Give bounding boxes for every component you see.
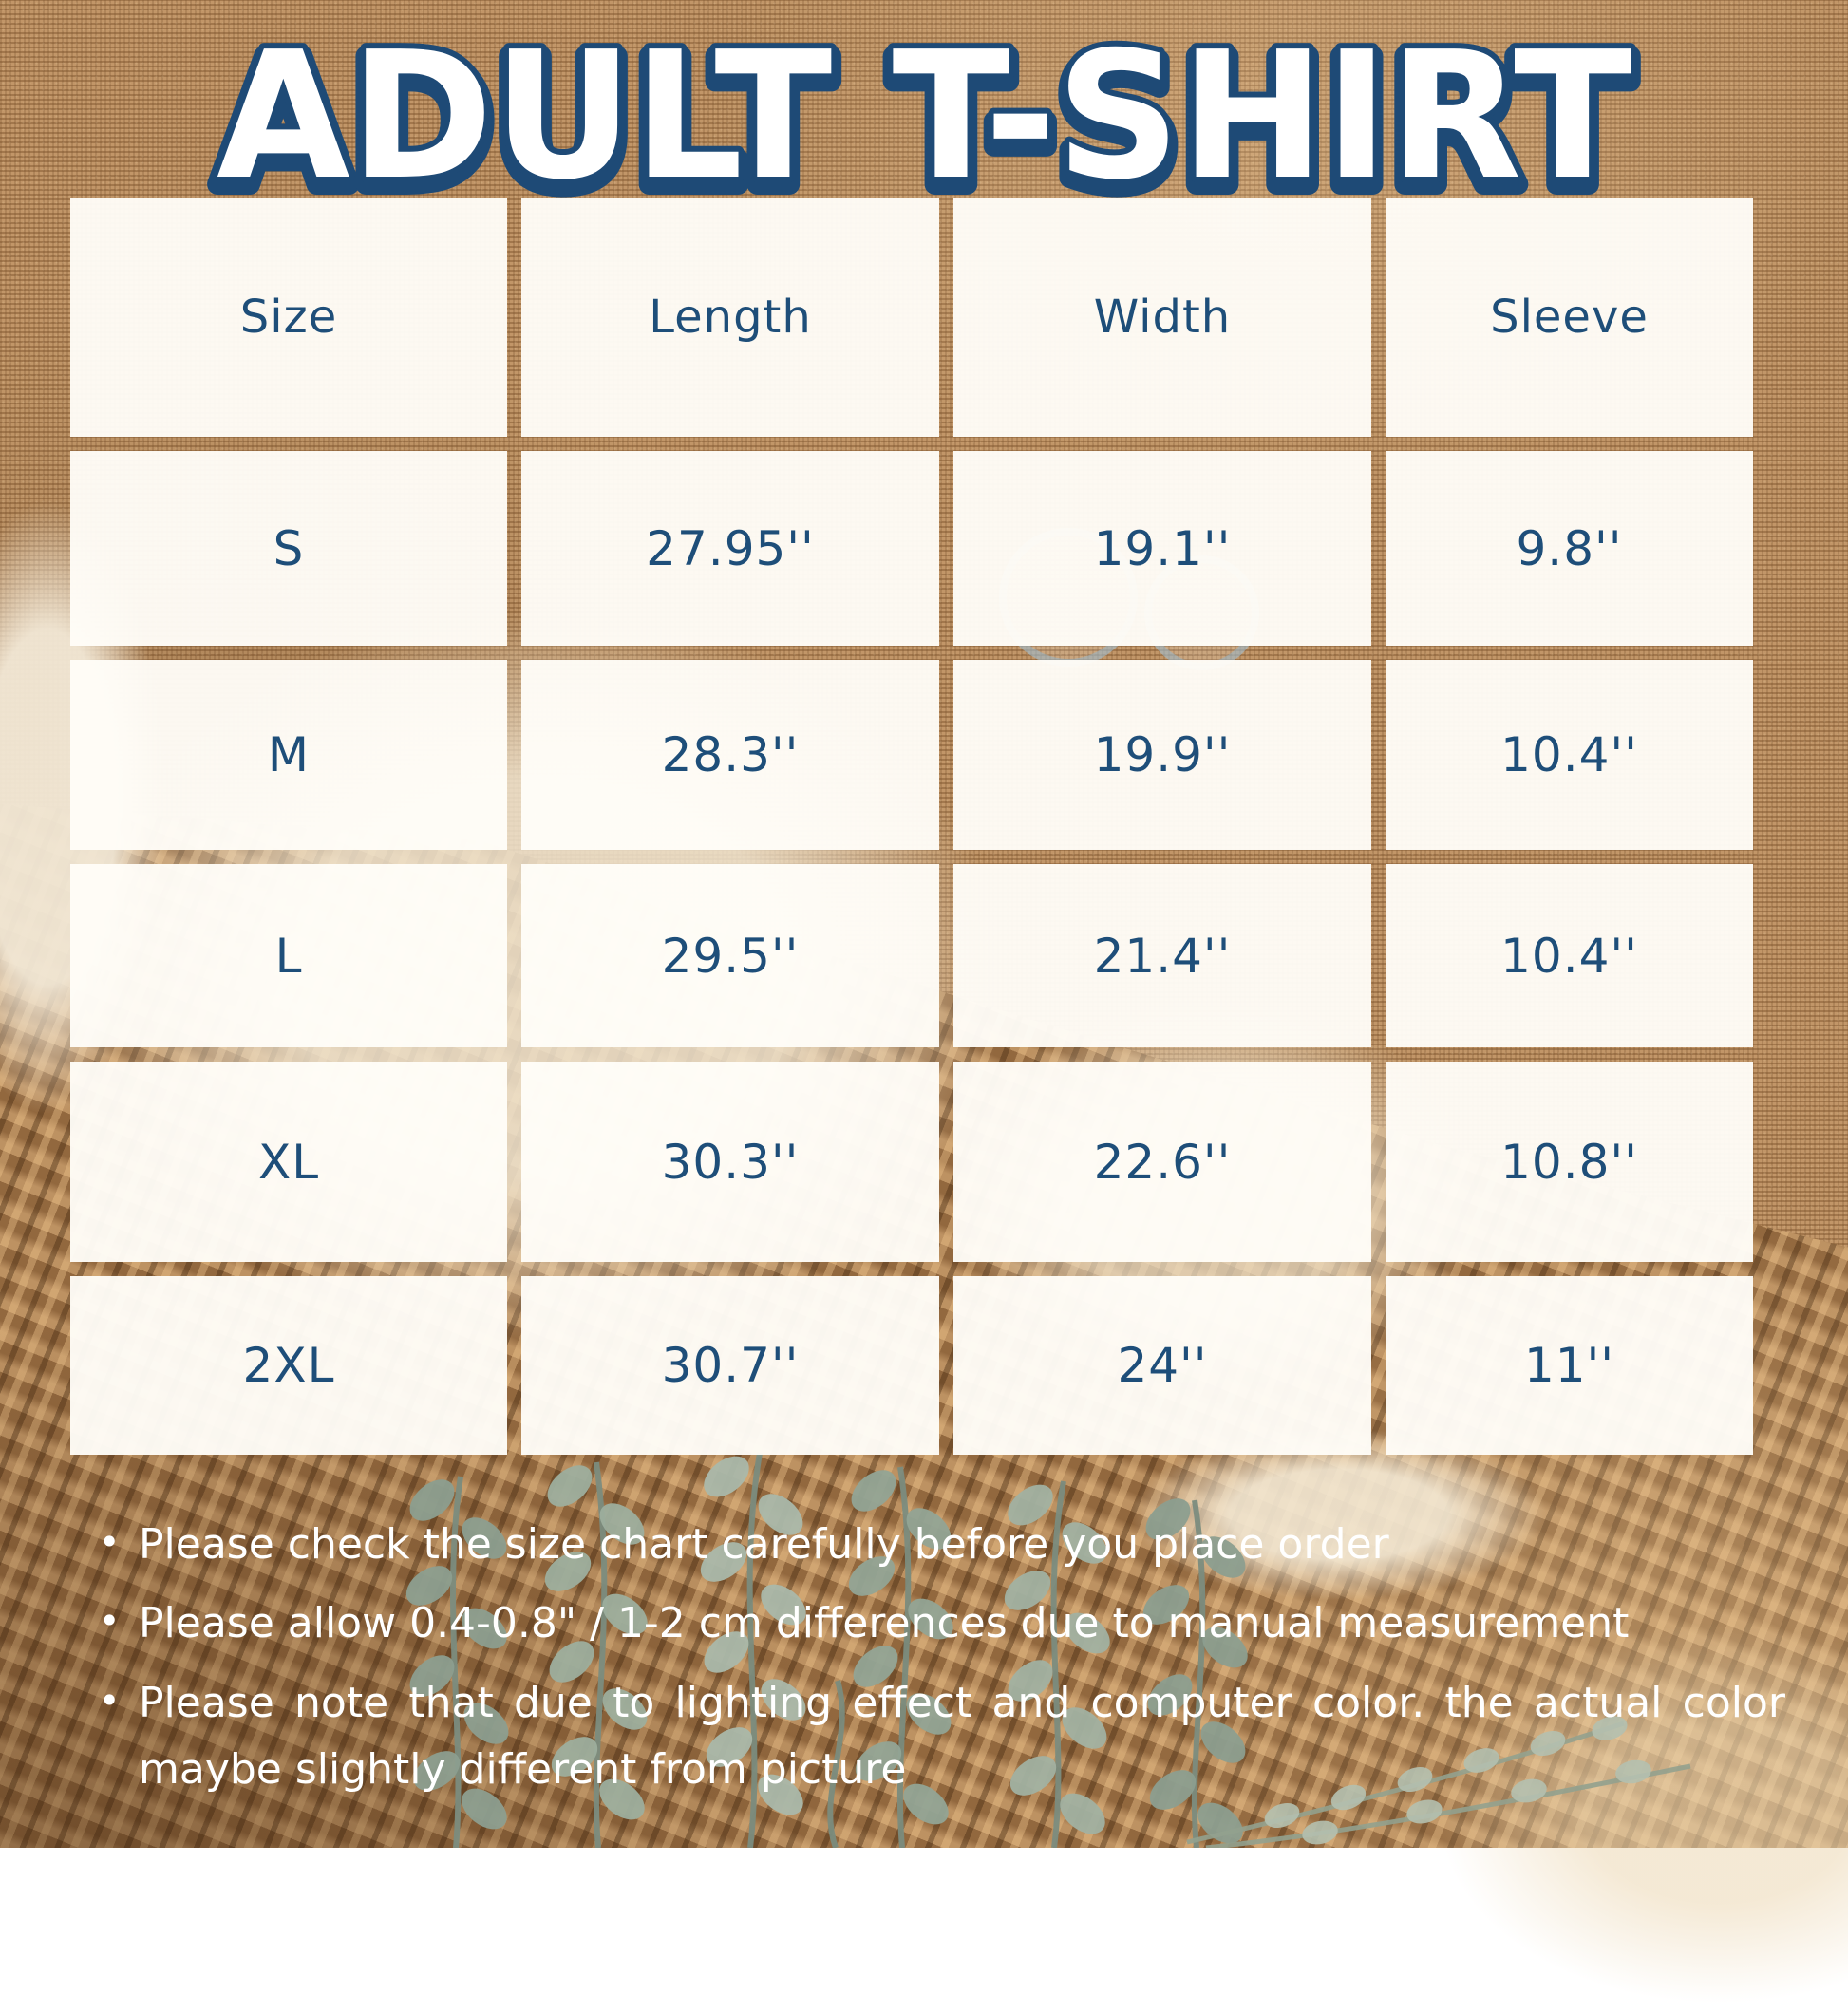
note-measurement-tolerance: Please allow 0.4-0.8" / 1-2 cm differenc… — [85, 1590, 1785, 1657]
cell-row0-col0: S — [70, 451, 507, 646]
cell-row4-col2: 24'' — [953, 1276, 1371, 1455]
cell-row1-col2: 19.9'' — [953, 660, 1371, 850]
cell-row1-col0: M — [70, 660, 507, 850]
cell-row4-col1: 30.7'' — [521, 1276, 939, 1455]
cell-row2-col3: 10.4'' — [1386, 864, 1753, 1047]
title-graphic: ADULT T-SHIRT ADULT T-SHIRT — [206, 17, 1642, 216]
cell-row2-col1: 29.5'' — [521, 864, 939, 1047]
header-length: Length — [521, 198, 939, 437]
size-table: Size Length Width Sleeve S 27.95'' 19.1'' 9… — [70, 198, 1753, 1455]
page-title-shadow: ADULT T-SHIRT — [217, 21, 1631, 216]
cell-row1-col1: 28.3'' — [521, 660, 939, 850]
page-title: ADULT T-SHIRT — [217, 17, 1631, 216]
cell-row4-col3: 11'' — [1386, 1276, 1753, 1455]
header-sleeve: Sleeve — [1386, 198, 1753, 437]
cell-row3-col2: 22.6'' — [953, 1062, 1371, 1262]
cell-row0-col2: 19.1'' — [953, 451, 1371, 646]
header-size: Size — [70, 198, 507, 437]
note-check-size-chart: Please check the size chart carefully be… — [85, 1512, 1785, 1578]
cell-row2-col0: L — [70, 864, 507, 1047]
cell-row3-col1: 30.3'' — [521, 1062, 939, 1262]
cell-row2-col2: 21.4'' — [953, 864, 1371, 1047]
cell-row0-col1: 27.95'' — [521, 451, 939, 646]
cell-row3-col3: 10.8'' — [1386, 1062, 1753, 1262]
cell-row0-col3: 9.8'' — [1386, 451, 1753, 646]
note-color-disclaimer: Please note that due to lighting effect … — [85, 1670, 1785, 1804]
notes-list: Please check the size chart carefully be… — [85, 1512, 1785, 1816]
cell-row4-col0: 2XL — [70, 1276, 507, 1455]
cell-row1-col3: 10.4'' — [1386, 660, 1753, 850]
cell-row3-col0: XL — [70, 1062, 507, 1262]
header-width: Width — [953, 198, 1371, 437]
